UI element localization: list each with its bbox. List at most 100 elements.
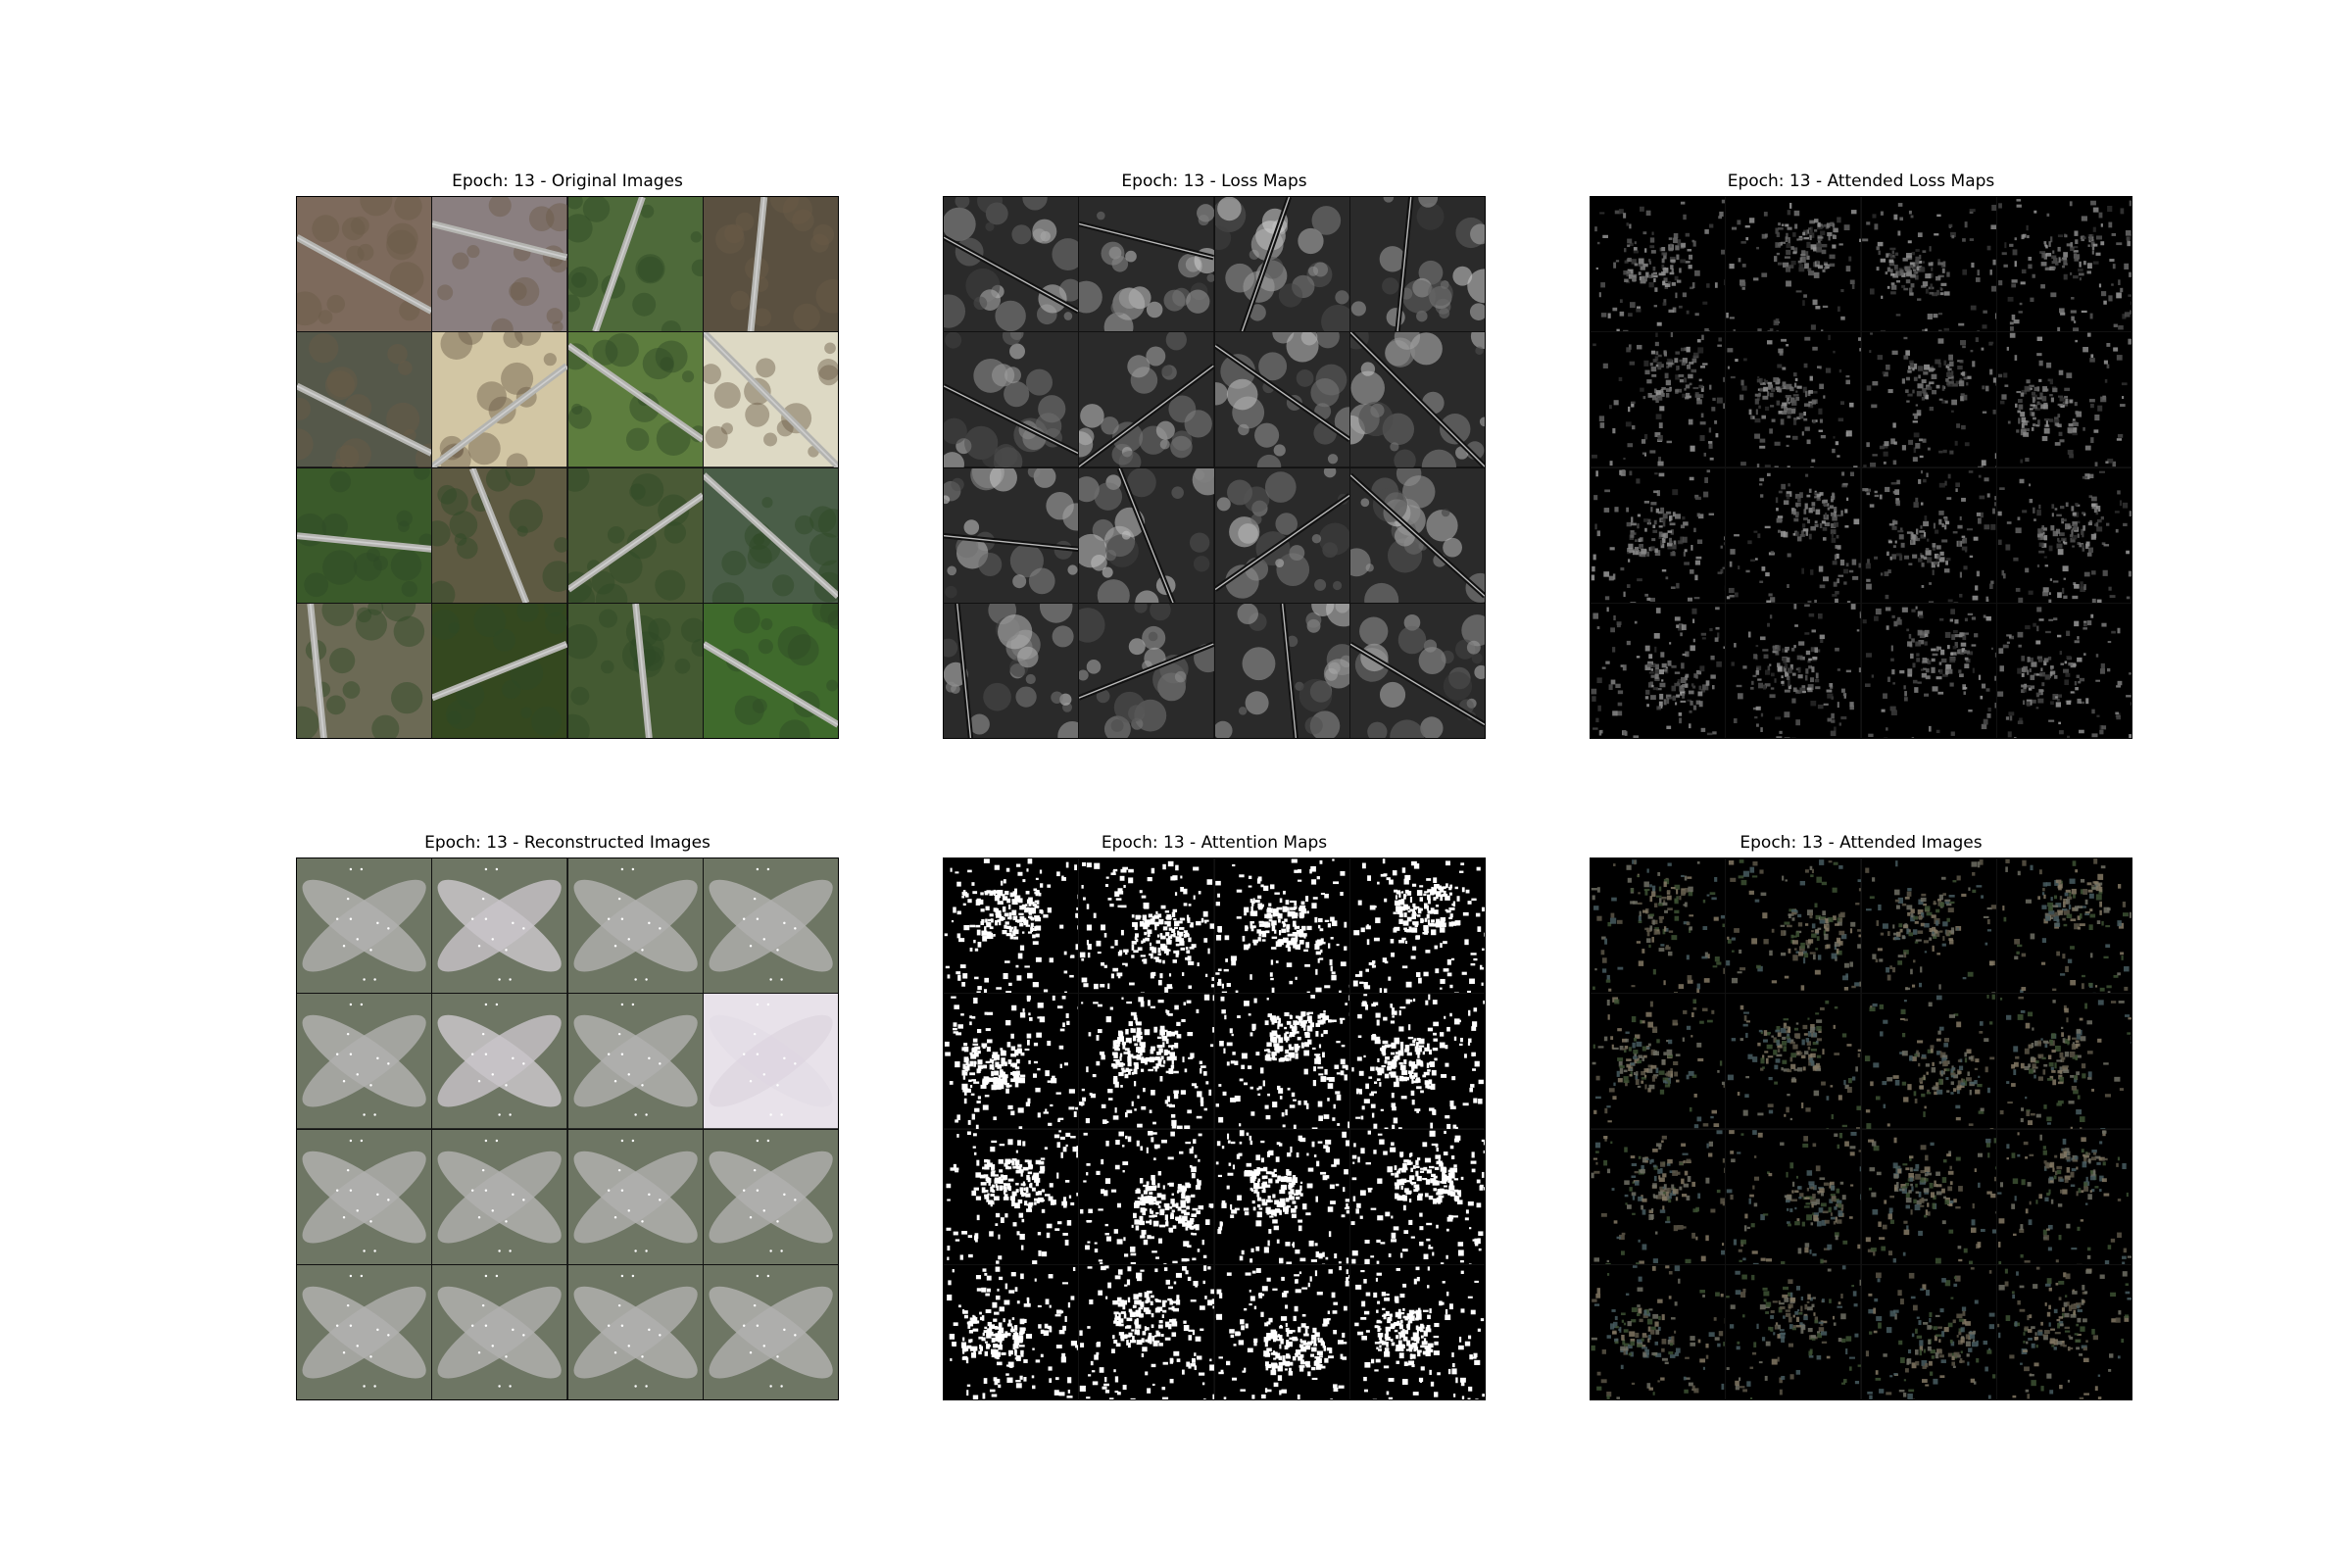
image-tile bbox=[1349, 1264, 1485, 1399]
image-tile bbox=[432, 1264, 567, 1399]
image-tile bbox=[1079, 603, 1214, 738]
image-tile bbox=[1996, 858, 2132, 994]
image-tile bbox=[1726, 994, 1861, 1129]
image-tile bbox=[703, 1129, 838, 1264]
image-grid bbox=[943, 196, 1486, 739]
image-tile bbox=[1726, 332, 1861, 467]
image-tile bbox=[1079, 994, 1214, 1129]
image-grid bbox=[1590, 196, 2132, 739]
image-tile bbox=[1861, 332, 1996, 467]
image-tile bbox=[567, 1129, 703, 1264]
image-tile bbox=[297, 1129, 432, 1264]
image-grid bbox=[943, 858, 1486, 1400]
image-tile bbox=[297, 858, 432, 994]
image-tile bbox=[432, 603, 567, 738]
image-tile bbox=[1591, 603, 1726, 738]
image-tile bbox=[703, 858, 838, 994]
image-tile bbox=[1861, 603, 1996, 738]
image-tile bbox=[1349, 332, 1485, 467]
image-tile bbox=[1349, 858, 1485, 994]
image-grid bbox=[296, 858, 839, 1400]
image-tile bbox=[1214, 467, 1349, 603]
panel-title: Epoch: 13 - Attended Images bbox=[1740, 833, 1983, 853]
image-tile bbox=[1861, 1129, 1996, 1264]
image-tile bbox=[1349, 467, 1485, 603]
image-tile bbox=[1214, 994, 1349, 1129]
image-tile bbox=[567, 603, 703, 738]
image-tile bbox=[1726, 1129, 1861, 1264]
image-tile bbox=[1591, 994, 1726, 1129]
image-tile bbox=[567, 1264, 703, 1399]
image-tile bbox=[1996, 1264, 2132, 1399]
panel-title: Epoch: 13 - Loss Maps bbox=[1121, 172, 1307, 191]
image-tile bbox=[432, 332, 567, 467]
image-grid bbox=[296, 196, 839, 739]
image-tile bbox=[1996, 467, 2132, 603]
image-tile bbox=[432, 858, 567, 994]
image-tile bbox=[944, 603, 1079, 738]
image-tile bbox=[432, 197, 567, 332]
image-tile bbox=[432, 994, 567, 1129]
image-tile bbox=[1726, 467, 1861, 603]
image-tile bbox=[703, 332, 838, 467]
panel-title: Epoch: 13 - Attention Maps bbox=[1101, 833, 1328, 853]
image-tile bbox=[1214, 858, 1349, 994]
image-tile bbox=[297, 197, 432, 332]
image-tile bbox=[1726, 858, 1861, 994]
image-tile bbox=[1349, 197, 1485, 332]
image-tile bbox=[1079, 332, 1214, 467]
image-tile bbox=[1726, 1264, 1861, 1399]
panel-title: Epoch: 13 - Attended Loss Maps bbox=[1727, 172, 1995, 191]
image-tile bbox=[1214, 603, 1349, 738]
image-tile bbox=[567, 332, 703, 467]
image-tile bbox=[944, 332, 1079, 467]
image-tile bbox=[1861, 858, 1996, 994]
image-tile bbox=[1591, 1129, 1726, 1264]
image-tile bbox=[432, 467, 567, 603]
image-tile bbox=[1861, 994, 1996, 1129]
image-tile bbox=[297, 467, 432, 603]
image-tile bbox=[1214, 332, 1349, 467]
image-tile bbox=[1861, 1264, 1996, 1399]
image-tile bbox=[703, 994, 838, 1129]
image-tile bbox=[1591, 197, 1726, 332]
image-tile bbox=[432, 1129, 567, 1264]
image-tile bbox=[1726, 197, 1861, 332]
image-tile bbox=[1079, 197, 1214, 332]
image-tile bbox=[1079, 467, 1214, 603]
panel-title: Epoch: 13 - Original Images bbox=[452, 172, 683, 191]
image-tile bbox=[297, 332, 432, 467]
image-tile bbox=[567, 467, 703, 603]
image-tile bbox=[1996, 1129, 2132, 1264]
image-tile bbox=[1996, 603, 2132, 738]
image-tile bbox=[703, 603, 838, 738]
image-tile bbox=[944, 1129, 1079, 1264]
image-tile bbox=[567, 858, 703, 994]
image-tile bbox=[944, 858, 1079, 994]
image-tile bbox=[944, 467, 1079, 603]
image-tile bbox=[297, 603, 432, 738]
image-tile bbox=[944, 197, 1079, 332]
image-tile bbox=[703, 197, 838, 332]
image-tile bbox=[1349, 1129, 1485, 1264]
image-tile bbox=[1214, 197, 1349, 332]
image-tile bbox=[703, 467, 838, 603]
image-tile bbox=[1349, 603, 1485, 738]
image-tile bbox=[1996, 332, 2132, 467]
image-tile bbox=[1079, 1264, 1214, 1399]
image-tile bbox=[944, 1264, 1079, 1399]
image-grid bbox=[1590, 858, 2132, 1400]
image-tile bbox=[1214, 1129, 1349, 1264]
image-tile bbox=[1591, 467, 1726, 603]
image-tile bbox=[1591, 332, 1726, 467]
image-tile bbox=[1079, 1129, 1214, 1264]
image-tile bbox=[1591, 1264, 1726, 1399]
image-tile bbox=[1861, 467, 1996, 603]
image-tile bbox=[567, 994, 703, 1129]
image-tile bbox=[1079, 858, 1214, 994]
image-tile bbox=[297, 1264, 432, 1399]
image-tile bbox=[1996, 994, 2132, 1129]
image-tile bbox=[1591, 858, 1726, 994]
image-tile bbox=[1349, 994, 1485, 1129]
image-tile bbox=[1861, 197, 1996, 332]
